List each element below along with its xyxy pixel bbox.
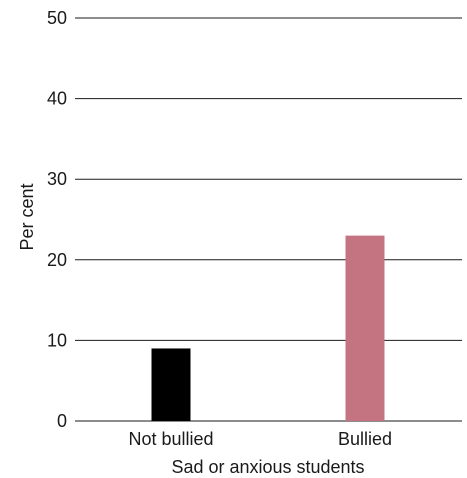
y-axis-label: Per cent <box>17 183 37 250</box>
bar-bullied <box>345 235 385 421</box>
x-axis-label: Sad or anxious students <box>171 457 364 477</box>
x-axis-ticks: Not bullied Bullied <box>128 429 392 449</box>
bars <box>151 235 385 421</box>
y-tick-label: 30 <box>47 169 67 189</box>
x-tick-label: Not bullied <box>128 429 213 449</box>
y-tick-label: 10 <box>47 330 67 350</box>
y-tick-label: 40 <box>47 89 67 109</box>
x-tick-label: Bullied <box>338 429 392 449</box>
bar-not-bullied <box>151 348 191 421</box>
y-tick-label: 0 <box>57 411 67 431</box>
y-axis-ticks: 0 10 20 30 40 50 <box>47 8 67 431</box>
y-tick-label: 20 <box>47 250 67 270</box>
gridlines <box>75 17 462 422</box>
y-tick-label: 50 <box>47 8 67 28</box>
